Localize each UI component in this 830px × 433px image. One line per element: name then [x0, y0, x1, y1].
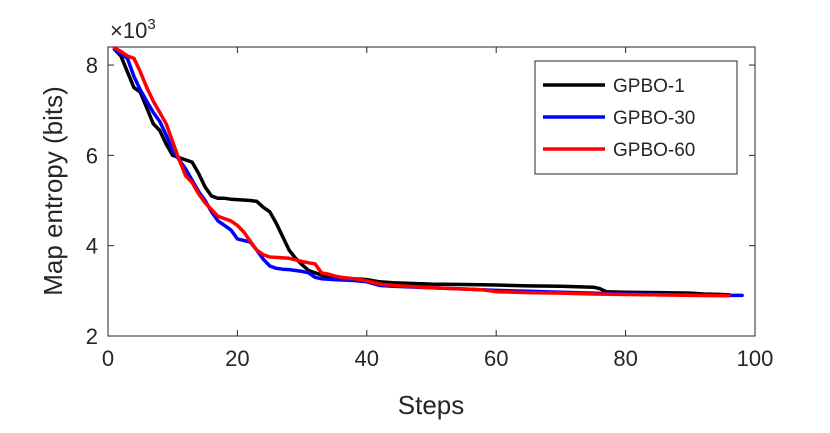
legend-label-gpbo-60: GPBO-60 [613, 140, 695, 161]
x-tick-label: 40 [355, 346, 379, 371]
y-axis-label: Map entropy (bits) [38, 86, 68, 296]
series-line-gpbo-60 [112, 46, 731, 298]
y-tick-label: 6 [86, 143, 98, 168]
series-layer [112, 46, 744, 298]
x-tick-label: 60 [484, 346, 508, 371]
x-tick-label: 0 [102, 346, 114, 371]
y-multiplier-exponent: 3 [147, 16, 155, 33]
y-multiplier-base: ×10 [110, 18, 147, 43]
legend-label-gpbo-1: GPBO-1 [613, 76, 685, 97]
series-line-gpbo-1 [112, 47, 731, 297]
y-tick-label: 4 [86, 234, 98, 259]
legend: GPBO-1 GPBO-30 GPBO-60 [534, 60, 738, 175]
x-tick-label: 100 [737, 346, 774, 371]
x-axis-label: Steps [398, 390, 465, 420]
x-tick-label: 20 [225, 346, 249, 371]
x-tick-label: 80 [613, 346, 637, 371]
legend-label-gpbo-30: GPBO-30 [613, 108, 695, 129]
y-tick-label: 8 [86, 53, 98, 78]
y-tick-label: 2 [86, 324, 98, 349]
y-axis-multiplier: ×103 [110, 16, 156, 43]
